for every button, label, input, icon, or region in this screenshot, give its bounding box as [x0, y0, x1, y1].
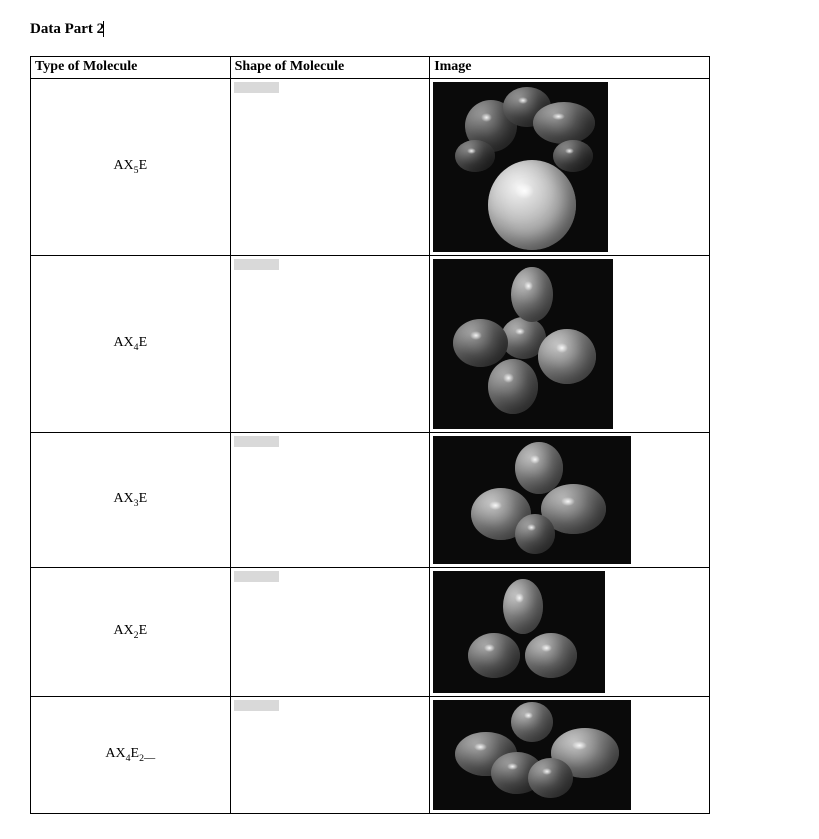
image-cell: [430, 697, 710, 814]
shape-cell: [230, 79, 430, 256]
balloon-shape: [455, 140, 495, 172]
balloon-shape: [511, 267, 553, 322]
balloon-shape: [515, 442, 563, 494]
image-cell: [430, 256, 710, 433]
molecule-type-label: AX2E: [113, 623, 147, 641]
type-cell: AX4E: [31, 256, 231, 433]
shape-placeholder: [234, 571, 279, 582]
table-row: AX3E: [31, 433, 710, 568]
shape-placeholder: [234, 82, 279, 93]
text-cursor: [103, 21, 104, 37]
balloon-shape: [528, 758, 573, 798]
shape-cell: [230, 568, 430, 697]
balloon-shape: [468, 633, 520, 678]
balloon-image: [433, 571, 605, 693]
header-shape: Shape of Molecule: [230, 57, 430, 79]
page-title: Data Part 2: [30, 21, 104, 38]
molecule-table: Type of Molecule Shape of Molecule Image…: [30, 56, 710, 814]
balloon-shape: [511, 702, 553, 742]
balloon-shape: [538, 329, 596, 384]
type-cell: AX5E: [31, 79, 231, 256]
type-cell: AX3E: [31, 433, 231, 568]
shape-placeholder: [234, 436, 279, 447]
image-cell: [430, 433, 710, 568]
balloon-shape: [453, 319, 508, 367]
shape-cell: [230, 697, 430, 814]
shape-cell: [230, 433, 430, 568]
balloon-shape: [488, 359, 538, 414]
type-cell: AX2E: [31, 568, 231, 697]
balloon-image: [433, 436, 631, 564]
balloon-shape: [525, 633, 577, 678]
balloon-shape: [553, 140, 593, 172]
balloon-image: [433, 700, 631, 810]
balloon-image: [433, 82, 608, 252]
balloon-shape: [533, 102, 595, 144]
header-image: Image: [430, 57, 710, 79]
type-cell: AX4E2—: [31, 697, 231, 814]
table-row: AX2E: [31, 568, 710, 697]
molecule-type-label: AX4E2—: [105, 746, 155, 764]
table-row: AX4E: [31, 256, 710, 433]
shape-cell: [230, 256, 430, 433]
balloon-shape: [488, 160, 576, 250]
table-row: AX5E: [31, 79, 710, 256]
balloon-shape: [503, 579, 543, 634]
molecule-type-label: AX5E: [113, 158, 147, 176]
shape-placeholder: [234, 700, 279, 711]
balloon-image: [433, 259, 613, 429]
molecule-type-label: AX3E: [113, 491, 147, 509]
image-cell: [430, 79, 710, 256]
balloon-shape: [515, 514, 555, 554]
shape-placeholder: [234, 259, 279, 270]
image-cell: [430, 568, 710, 697]
table-row: AX4E2—: [31, 697, 710, 814]
molecule-type-label: AX4E: [113, 335, 147, 353]
header-type: Type of Molecule: [31, 57, 231, 79]
